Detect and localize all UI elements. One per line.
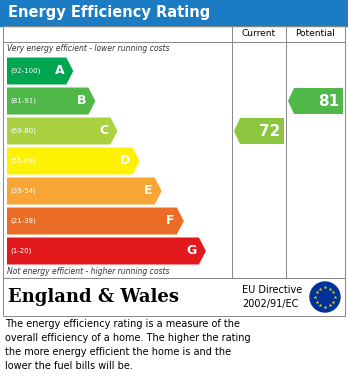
- Polygon shape: [7, 178, 162, 204]
- Text: 72: 72: [259, 124, 280, 138]
- Text: England & Wales: England & Wales: [8, 288, 179, 306]
- Text: (21-38): (21-38): [10, 218, 36, 224]
- Text: (39-54): (39-54): [10, 188, 36, 194]
- Text: (69-80): (69-80): [10, 128, 36, 134]
- Text: F: F: [166, 215, 175, 228]
- Text: Very energy efficient - lower running costs: Very energy efficient - lower running co…: [7, 44, 169, 53]
- Polygon shape: [7, 57, 73, 84]
- Text: The energy efficiency rating is a measure of the
overall efficiency of a home. T: The energy efficiency rating is a measur…: [5, 319, 251, 371]
- Text: B: B: [77, 95, 86, 108]
- Text: G: G: [187, 244, 197, 258]
- Polygon shape: [7, 208, 184, 235]
- Polygon shape: [7, 147, 140, 174]
- Text: Potential: Potential: [295, 29, 335, 38]
- Text: E: E: [144, 185, 153, 197]
- Bar: [3, 26, 345, 278]
- Circle shape: [310, 282, 340, 312]
- Text: Not energy efficient - higher running costs: Not energy efficient - higher running co…: [7, 267, 169, 276]
- Bar: [3, 278, 345, 316]
- Text: Current: Current: [242, 29, 276, 38]
- Text: (81-91): (81-91): [10, 98, 36, 104]
- Polygon shape: [288, 88, 343, 114]
- Text: (1-20): (1-20): [10, 248, 31, 254]
- Text: C: C: [100, 124, 109, 138]
- Polygon shape: [7, 118, 118, 145]
- Polygon shape: [7, 88, 95, 115]
- Text: A: A: [55, 65, 64, 77]
- Text: D: D: [120, 154, 130, 167]
- Polygon shape: [234, 118, 284, 144]
- Text: 81: 81: [318, 93, 339, 108]
- Polygon shape: [7, 237, 206, 264]
- Text: Energy Efficiency Rating: Energy Efficiency Rating: [8, 5, 210, 20]
- Text: (92-100): (92-100): [10, 68, 40, 74]
- Text: EU Directive
2002/91/EC: EU Directive 2002/91/EC: [242, 285, 302, 308]
- Bar: [0, 0, 348, 26]
- Text: (55-68): (55-68): [10, 158, 36, 164]
